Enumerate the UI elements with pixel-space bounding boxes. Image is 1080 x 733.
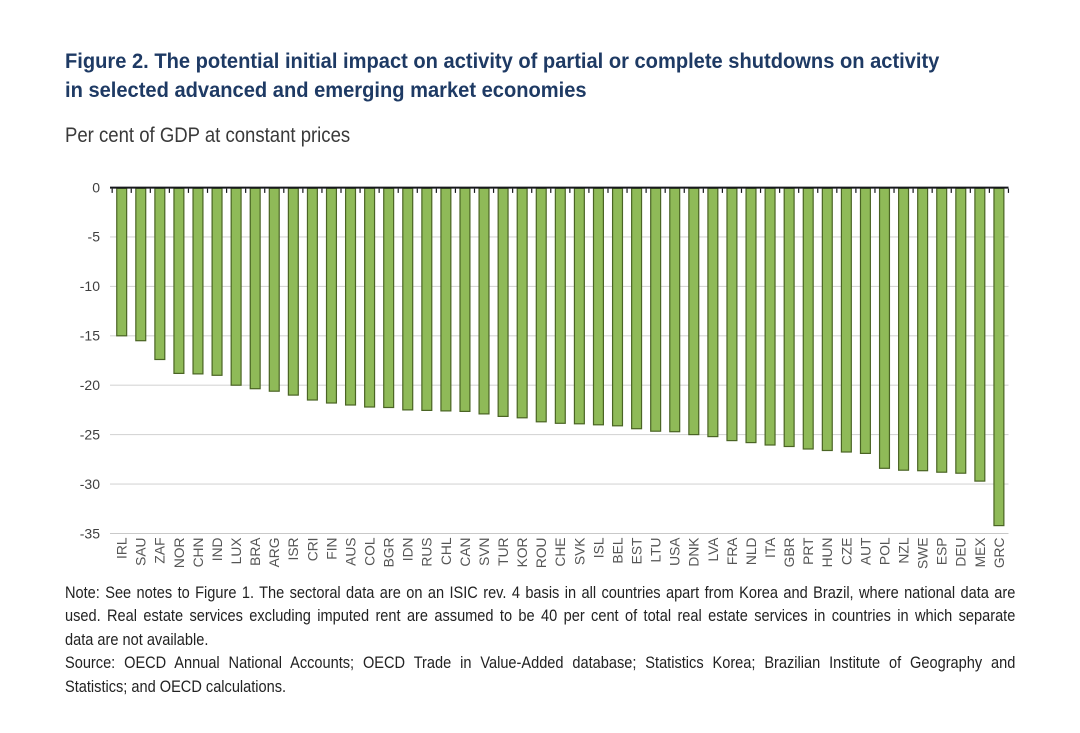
svg-text:DEU: DEU bbox=[954, 538, 969, 567]
svg-text:GRC: GRC bbox=[992, 537, 1007, 568]
svg-text:BGR: BGR bbox=[382, 537, 397, 567]
svg-text:HUN: HUN bbox=[820, 538, 835, 568]
svg-text:DNK: DNK bbox=[687, 537, 702, 567]
svg-text:SVN: SVN bbox=[477, 538, 492, 566]
svg-text:ISL: ISL bbox=[591, 537, 606, 558]
svg-text:CAN: CAN bbox=[458, 538, 473, 567]
svg-text:NLD: NLD bbox=[744, 537, 759, 565]
svg-text:USA: USA bbox=[668, 537, 683, 566]
svg-text:0: 0 bbox=[92, 179, 100, 195]
svg-text:-15: -15 bbox=[80, 328, 100, 344]
svg-text:CZE: CZE bbox=[839, 538, 854, 566]
svg-text:MEX: MEX bbox=[973, 538, 988, 568]
svg-text:IND: IND bbox=[210, 537, 225, 561]
svg-text:ROU: ROU bbox=[534, 538, 549, 569]
svg-text:-30: -30 bbox=[80, 476, 100, 492]
svg-text:IDN: IDN bbox=[401, 538, 416, 562]
svg-text:IRL: IRL bbox=[115, 537, 130, 559]
svg-text:EST: EST bbox=[629, 537, 644, 564]
svg-text:COL: COL bbox=[363, 537, 378, 566]
svg-text:CHE: CHE bbox=[553, 538, 568, 567]
svg-text:CHL: CHL bbox=[439, 537, 454, 565]
svg-text:BEL: BEL bbox=[610, 537, 625, 563]
svg-text:PRT: PRT bbox=[801, 537, 816, 565]
svg-text:LUX: LUX bbox=[229, 538, 244, 565]
svg-text:SAU: SAU bbox=[134, 538, 149, 566]
svg-text:-5: -5 bbox=[88, 229, 101, 245]
svg-text:ZAF: ZAF bbox=[153, 538, 168, 564]
svg-text:-20: -20 bbox=[80, 377, 100, 393]
svg-text:FRA: FRA bbox=[725, 537, 740, 565]
svg-text:TUR: TUR bbox=[496, 537, 511, 565]
svg-text:-10: -10 bbox=[80, 278, 100, 294]
svg-text:ITA: ITA bbox=[763, 537, 778, 558]
svg-text:ISR: ISR bbox=[286, 537, 301, 560]
svg-text:AUS: AUS bbox=[343, 538, 358, 566]
svg-text:LVA: LVA bbox=[706, 537, 721, 562]
svg-text:FIN: FIN bbox=[324, 538, 339, 560]
svg-text:ESP: ESP bbox=[935, 538, 950, 566]
svg-text:CHN: CHN bbox=[191, 538, 206, 568]
svg-text:-25: -25 bbox=[80, 426, 100, 442]
svg-text:SVK: SVK bbox=[572, 537, 587, 565]
svg-text:-35: -35 bbox=[80, 525, 100, 541]
svg-text:AUT: AUT bbox=[858, 537, 873, 565]
svg-text:BRA: BRA bbox=[248, 537, 263, 566]
svg-text:NOR: NOR bbox=[172, 537, 187, 568]
svg-text:RUS: RUS bbox=[420, 538, 435, 567]
svg-text:KOR: KOR bbox=[515, 537, 530, 567]
svg-text:LTU: LTU bbox=[649, 538, 664, 563]
svg-text:POL: POL bbox=[877, 537, 892, 565]
svg-text:CRI: CRI bbox=[305, 538, 320, 562]
svg-text:NZL: NZL bbox=[896, 537, 911, 563]
svg-text:SWE: SWE bbox=[916, 538, 931, 569]
svg-text:GBR: GBR bbox=[782, 537, 797, 567]
svg-text:ARG: ARG bbox=[267, 538, 282, 568]
